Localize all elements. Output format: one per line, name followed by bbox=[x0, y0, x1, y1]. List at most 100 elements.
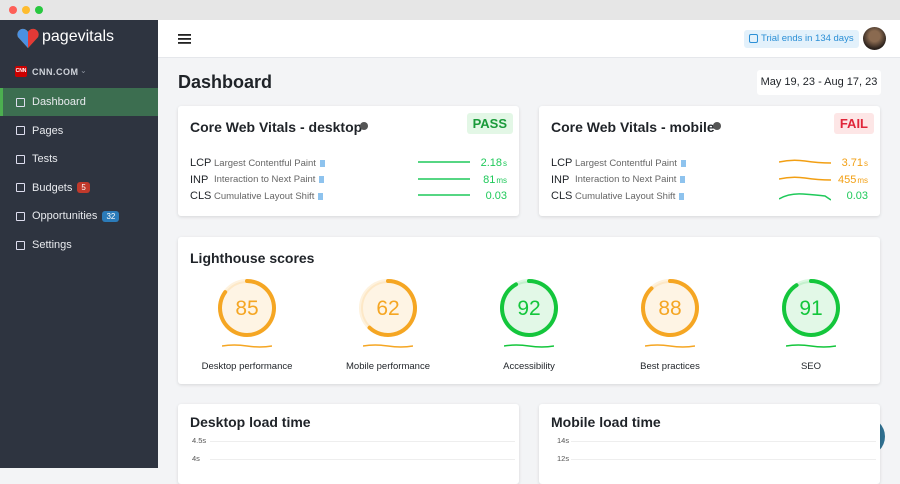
grid-line bbox=[571, 459, 876, 460]
score-sparkline bbox=[786, 344, 836, 348]
bookmark-icon bbox=[319, 176, 325, 183]
nav-badge: 5 bbox=[77, 182, 90, 194]
metric-label: Largest Contentful Paint bbox=[575, 157, 677, 169]
metric-number: 81 bbox=[483, 173, 496, 186]
site-selector[interactable]: CNN.COM bbox=[32, 67, 79, 77]
nav-label: Opportunities bbox=[32, 210, 98, 223]
gauge: 62 bbox=[359, 279, 417, 337]
header: Trial ends in 134 days bbox=[158, 20, 900, 58]
sparkline bbox=[779, 159, 831, 164]
metric-label: Cumulative Layout Shift bbox=[575, 190, 676, 202]
gauge-score: 92 bbox=[517, 297, 540, 320]
score-label: Desktop performance bbox=[201, 361, 293, 372]
score-sparkline bbox=[222, 344, 272, 348]
score-sparkline bbox=[504, 344, 554, 348]
bookmark-icon bbox=[680, 159, 686, 167]
metric-value: 0.03 bbox=[847, 190, 868, 202]
grid-line bbox=[210, 459, 515, 460]
card-title: Lighthouse scores bbox=[190, 250, 315, 266]
bookmark-icon bbox=[319, 159, 325, 167]
date-range[interactable]: May 19, 23 - Aug 17, 23 bbox=[757, 70, 881, 95]
calendar-icon bbox=[749, 34, 758, 43]
load-time-card: Mobile load time 14s 12s bbox=[539, 404, 880, 484]
logo-icon bbox=[17, 28, 39, 48]
nav-item[interactable]: Dashboard bbox=[0, 88, 158, 116]
gauge-score: 91 bbox=[799, 297, 822, 320]
metric-label: Interaction to Next Paint bbox=[214, 174, 316, 185]
metric-value: 455ms bbox=[838, 174, 868, 186]
card-title: Mobile load time bbox=[551, 414, 661, 430]
nav-item[interactable]: Opportunities 32 bbox=[0, 202, 158, 230]
nav-badge: 32 bbox=[102, 210, 120, 222]
metric-row: LCP Largest Contentful Paint 3.71s bbox=[551, 155, 868, 171]
gauge: 88 bbox=[641, 279, 699, 337]
score-label: Accessibility bbox=[503, 361, 555, 372]
nav-item[interactable]: Settings bbox=[0, 231, 158, 259]
gauge: 85 bbox=[218, 279, 276, 337]
nav-icon bbox=[16, 126, 25, 136]
nav-item[interactable]: Tests bbox=[0, 145, 158, 173]
nav-label: Dashboard bbox=[32, 96, 86, 108]
metric-name: INP bbox=[190, 173, 209, 186]
gauge-score: 62 bbox=[376, 297, 399, 320]
gauge-score: 85 bbox=[235, 297, 258, 320]
metric-row: CLS Cumulative Layout Shift 0.03 bbox=[551, 188, 868, 204]
gauge-arc bbox=[367, 279, 417, 337]
metric-row: LCP Largest Contentful Paint 2.18s bbox=[190, 155, 507, 171]
trial-badge[interactable]: Trial ends in 134 days bbox=[744, 30, 859, 48]
bookmark-icon bbox=[680, 176, 686, 183]
gauge: 92 bbox=[500, 279, 558, 337]
nav-item[interactable]: Budgets 5 bbox=[0, 174, 158, 202]
help-icon bbox=[713, 122, 721, 130]
nav-icon bbox=[16, 183, 25, 193]
gauge: 91 bbox=[782, 279, 840, 337]
metric-label: Interaction to Next Paint bbox=[575, 174, 677, 185]
sparkline-path bbox=[786, 344, 836, 348]
sparkline bbox=[779, 175, 831, 181]
score-label: Best practices bbox=[640, 361, 700, 372]
y-tick-label: 14s bbox=[557, 436, 570, 445]
chevron: ⌄ bbox=[80, 66, 87, 75]
nav-label: Pages bbox=[32, 124, 64, 137]
sparkline-path bbox=[222, 344, 272, 348]
metric-unit: ms bbox=[857, 175, 868, 185]
metric-number: 2.18 bbox=[480, 157, 502, 169]
card-title: Core Web Vitals - desktop bbox=[190, 119, 363, 135]
score-label: SEO bbox=[800, 361, 822, 372]
metric-row: INP Interaction to Next Paint 455ms bbox=[551, 172, 868, 188]
sparkline-path bbox=[779, 159, 831, 164]
bookmark-icon bbox=[318, 192, 324, 200]
nav-icon bbox=[16, 154, 25, 164]
nav-icon bbox=[16, 97, 25, 107]
sparkline bbox=[418, 177, 470, 180]
menu-button[interactable] bbox=[178, 34, 191, 44]
metric-number: 0.03 bbox=[485, 190, 507, 202]
nav-icon bbox=[16, 240, 25, 250]
metric-number: 0.03 bbox=[846, 190, 868, 202]
metric-name: CLS bbox=[551, 190, 573, 202]
y-tick-label: 4.5s bbox=[192, 436, 207, 445]
metric-value: 81ms bbox=[483, 174, 507, 186]
sparkline bbox=[418, 161, 470, 163]
metric-label: Cumulative Layout Shift bbox=[214, 190, 315, 202]
status-badge: FAIL bbox=[833, 113, 874, 134]
card-title: Core Web Vitals - mobile bbox=[551, 119, 715, 135]
nav-item[interactable]: Pages bbox=[0, 117, 158, 145]
site-icon: CNN bbox=[15, 66, 27, 77]
metric-label: Largest Contentful Paint bbox=[214, 157, 316, 169]
metric-unit: s bbox=[864, 159, 868, 168]
status-badge: PASS bbox=[466, 113, 513, 134]
gauge-arc bbox=[500, 279, 558, 337]
traffic-lights bbox=[9, 6, 43, 14]
sparkline-path bbox=[504, 344, 554, 348]
page-title: Dashboard bbox=[178, 72, 273, 92]
sparkline-path bbox=[645, 344, 695, 348]
metric-unit: ms bbox=[496, 175, 507, 185]
window-bar bbox=[0, 0, 900, 20]
brand: pagevitals bbox=[42, 28, 115, 45]
metric-name: LCP bbox=[190, 157, 212, 169]
trial-text: Trial ends in 134 days bbox=[761, 33, 854, 44]
bookmark-icon bbox=[679, 192, 685, 200]
avatar[interactable] bbox=[863, 27, 886, 50]
